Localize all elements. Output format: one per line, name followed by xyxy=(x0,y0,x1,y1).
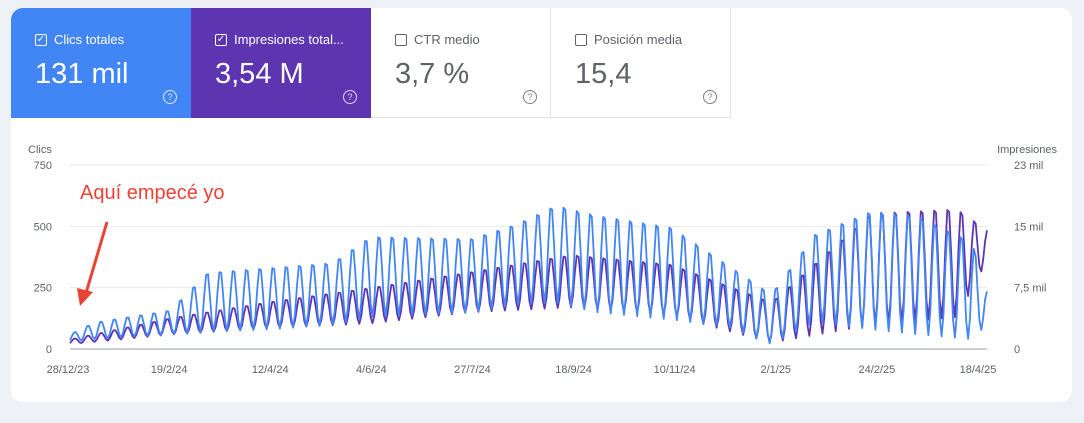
x-tick-label: 24/2/25 xyxy=(859,364,896,376)
x-tick-label: 19/2/24 xyxy=(151,364,188,376)
help-icon[interactable]: ? xyxy=(343,90,357,104)
x-tick-label: 4/6/24 xyxy=(356,364,387,376)
x-tick-label: 10/11/24 xyxy=(654,364,696,376)
performance-chart: Clics Impresiones 0 250 500 750 0 7,5 mil 15 m… xyxy=(28,144,1057,376)
y-left-tick-label: 0 xyxy=(46,344,52,356)
x-tick-label: 27/7/24 xyxy=(454,364,491,376)
y-left-tick-label: 250 xyxy=(34,283,52,295)
metric-value-ctr: 3,7 % xyxy=(395,58,470,90)
checkbox-checked-icon[interactable]: ✓ xyxy=(215,33,227,46)
y-left-axis-title: Clics xyxy=(28,144,52,156)
y-right-tick-label: 7,5 mil xyxy=(1014,283,1046,295)
y-left-tick-label: 500 xyxy=(34,221,52,233)
checkbox-checked-icon[interactable]: ✓ xyxy=(35,33,47,46)
metric-value-clicks: 131 mil xyxy=(35,58,129,90)
metric-tile-position[interactable]: Posición media 15,4 ? xyxy=(551,8,731,118)
y-right-tick-label: 23 mil xyxy=(1014,160,1043,172)
chart-annotation: Aquí empecé yo xyxy=(80,182,225,204)
x-tick-label: 2/1/25 xyxy=(760,364,791,376)
metric-value-impressions: 3,54 M xyxy=(215,58,304,90)
annotation-arrow xyxy=(77,221,109,306)
help-icon[interactable]: ? xyxy=(703,90,717,104)
performance-card: ✓ Clics totales 131 mil ? ✓ Impresiones … xyxy=(11,8,1072,402)
y-left-tick-label: 750 xyxy=(34,160,52,172)
y-right-tick-label: 15 mil xyxy=(1014,221,1043,233)
metric-tile-clicks[interactable]: ✓ Clics totales 131 mil ? xyxy=(11,8,191,118)
x-tick-label: 12/4/24 xyxy=(252,364,289,376)
series-line-clics xyxy=(69,206,988,345)
checkbox-unchecked-icon[interactable] xyxy=(395,33,407,46)
axis-ticks: 0 250 500 750 0 7,5 mil 15 mil 23 mil 28/12/23 19… xyxy=(34,160,1047,376)
help-icon[interactable]: ? xyxy=(523,90,537,104)
x-tick-label: 28/12/23 xyxy=(47,364,90,376)
help-icon[interactable]: ? xyxy=(163,90,177,104)
chart-series xyxy=(69,206,988,345)
checkbox-unchecked-icon[interactable] xyxy=(575,33,587,46)
x-tick-label: 18/4/25 xyxy=(960,364,997,376)
metric-value-position: 15,4 xyxy=(575,58,632,90)
x-tick-label: 18/9/24 xyxy=(555,364,592,376)
y-right-tick-label: 0 xyxy=(1014,344,1020,356)
series-line-impresiones xyxy=(69,209,988,344)
metric-tile-impressions[interactable]: ✓ Impresiones total... 3,54 M ? xyxy=(191,8,371,118)
metric-tile-ctr[interactable]: CTR medio 3,7 % ? xyxy=(371,8,551,118)
y-right-axis-title: Impresiones xyxy=(997,144,1057,156)
metric-tiles: ✓ Clics totales 131 mil ? ✓ Impresiones … xyxy=(11,8,731,118)
